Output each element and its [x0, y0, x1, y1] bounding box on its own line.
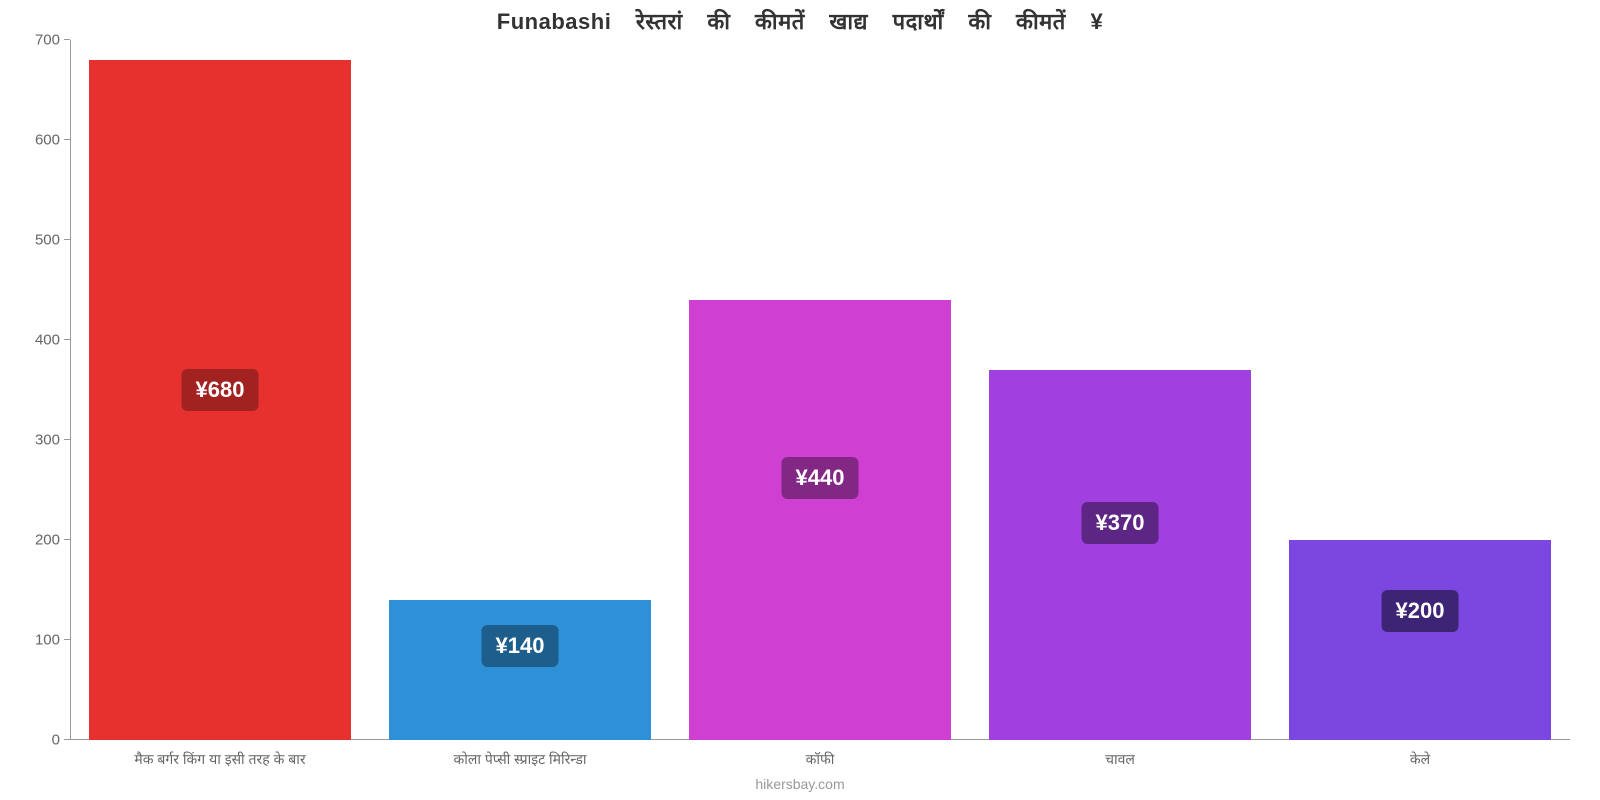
- y-tick-label: 400: [35, 332, 70, 349]
- bar-slot: ¥140कोला पेप्सी स्प्राइट मिरिन्डा: [389, 40, 652, 740]
- y-tick-mark: [64, 639, 70, 640]
- bar-slot: ¥680मैक बर्गर किंग या इसी तरह के बार: [89, 40, 352, 740]
- y-tick-mark: [64, 539, 70, 540]
- category-label: केले: [1410, 740, 1430, 769]
- y-tick-label: 200: [35, 532, 70, 549]
- bar: [389, 600, 652, 740]
- y-tick-label: 0: [52, 732, 70, 749]
- value-badge: ¥440: [782, 457, 859, 499]
- y-tick-label: 500: [35, 232, 70, 249]
- category-label: मैक बर्गर किंग या इसी तरह के बार: [134, 740, 305, 769]
- price-chart: Funabashi रेस्तरां की कीमतें खाद्य पदार्…: [0, 0, 1600, 800]
- y-tick-mark: [64, 139, 70, 140]
- y-tick-mark: [64, 239, 70, 240]
- bar-slot: ¥370चावल: [989, 40, 1252, 740]
- bar: [989, 370, 1252, 740]
- bars-container: ¥680मैक बर्गर किंग या इसी तरह के बार¥140…: [70, 40, 1570, 740]
- value-badge: ¥370: [1082, 502, 1159, 544]
- value-badge: ¥200: [1382, 590, 1459, 632]
- y-tick-label: 600: [35, 132, 70, 149]
- y-tick-label: 700: [35, 32, 70, 49]
- y-tick-mark: [64, 39, 70, 40]
- y-tick-mark: [64, 339, 70, 340]
- y-tick-mark: [64, 439, 70, 440]
- category-label: कोला पेप्सी स्प्राइट मिरिन्डा: [453, 740, 586, 769]
- bar: [1289, 540, 1552, 740]
- bar: [689, 300, 952, 740]
- bar-slot: ¥440कॉफी: [689, 40, 952, 740]
- category-label: कॉफी: [806, 740, 835, 769]
- value-badge: ¥140: [482, 625, 559, 667]
- watermark: hikersbay.com: [0, 776, 1600, 792]
- y-tick-mark: [64, 739, 70, 740]
- y-tick-label: 100: [35, 632, 70, 649]
- category-label: चावल: [1105, 740, 1135, 769]
- bar-slot: ¥200केले: [1289, 40, 1552, 740]
- chart-title: Funabashi रेस्तरां की कीमतें खाद्य पदार्…: [0, 6, 1600, 36]
- plot-area: ¥680मैक बर्गर किंग या इसी तरह के बार¥140…: [70, 40, 1570, 740]
- value-badge: ¥680: [182, 369, 259, 411]
- y-tick-label: 300: [35, 432, 70, 449]
